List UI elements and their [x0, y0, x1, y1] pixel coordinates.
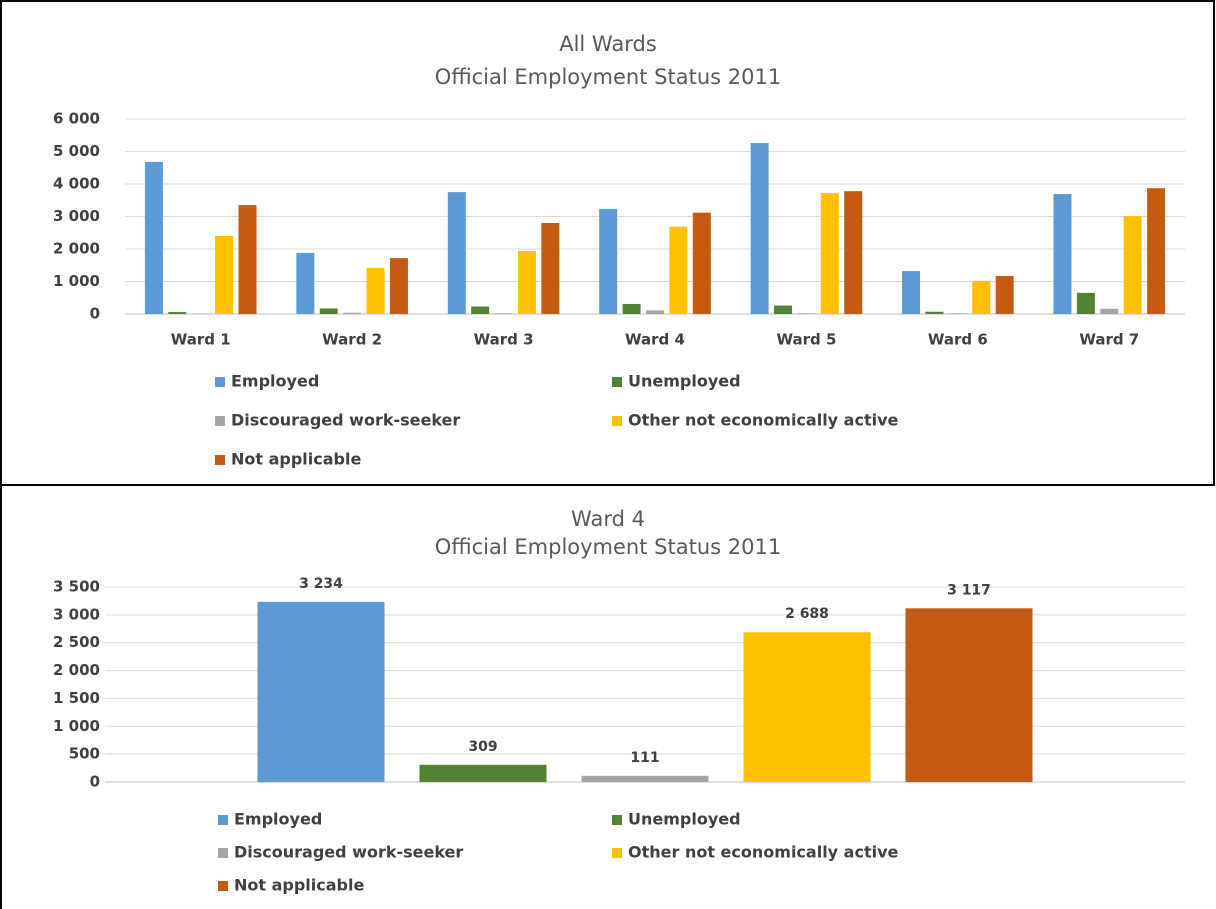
x-tick-label: Ward 2 [322, 331, 382, 349]
x-tick-label: Ward 1 [171, 331, 231, 349]
legend-label: Other not economically active [628, 843, 899, 862]
legend-swatch [612, 815, 622, 825]
bar [296, 252, 315, 314]
bar [1076, 292, 1095, 314]
chart-border [0, 0, 1215, 486]
y-tick-label: 500 [69, 745, 100, 763]
x-tick-label: Ward 4 [625, 331, 685, 349]
legend-swatch [612, 377, 622, 387]
chart-title: All Wards [559, 32, 657, 56]
bar [743, 632, 871, 782]
legend-label: Discouraged work-seeker [231, 411, 460, 430]
bar [797, 313, 816, 314]
bar [215, 236, 234, 314]
legend-swatch [218, 881, 228, 891]
x-tick-label: Ward 3 [474, 331, 534, 349]
legend-swatch [215, 416, 225, 426]
bar [1123, 216, 1142, 314]
legend-label: Unemployed [628, 810, 741, 829]
value-label: 309 [468, 739, 497, 755]
bar [774, 305, 793, 314]
bar [972, 280, 991, 314]
bar [581, 775, 709, 782]
bar [238, 205, 257, 314]
legend-label: Other not economically active [628, 411, 899, 430]
y-tick-label: 5 000 [53, 142, 100, 160]
legend-label: Employed [234, 810, 322, 829]
value-label: 111 [630, 750, 659, 766]
bar [517, 250, 536, 314]
legend-label: Not applicable [231, 450, 361, 469]
y-tick-label: 2 000 [53, 240, 100, 258]
legend-swatch [218, 848, 228, 858]
chart-title: Ward 4 [571, 507, 645, 531]
bar [343, 312, 362, 314]
bar [144, 161, 163, 314]
y-tick-label: 0 [90, 305, 100, 323]
bar [1100, 308, 1119, 314]
y-tick-label: 4 000 [53, 175, 100, 193]
value-label: 2 688 [785, 606, 829, 622]
legend-swatch [612, 416, 622, 426]
bar [669, 226, 688, 314]
bar [995, 275, 1014, 314]
y-tick-label: 2 000 [53, 661, 100, 679]
x-tick-label: Ward 6 [928, 331, 988, 349]
y-tick-label: 2 500 [53, 633, 100, 651]
y-tick-label: 3 500 [53, 578, 100, 596]
y-tick-label: 1 500 [53, 689, 100, 707]
bar [948, 313, 967, 314]
y-tick-label: 0 [90, 773, 100, 791]
legend-label: Not applicable [234, 876, 364, 895]
bar [1147, 188, 1166, 314]
legend-swatch [218, 815, 228, 825]
bar [494, 313, 513, 314]
y-tick-label: 6 000 [53, 110, 100, 128]
bar [692, 212, 711, 314]
y-tick-label: 1 000 [53, 272, 100, 290]
bar [389, 258, 408, 314]
x-tick-label: Ward 5 [776, 331, 836, 349]
legend-label: Discouraged work-seeker [234, 843, 463, 862]
legend-label: Unemployed [628, 372, 741, 391]
bar [541, 223, 560, 314]
legend-label: Employed [231, 372, 319, 391]
bar [599, 208, 618, 314]
bar [646, 310, 664, 314]
value-label: 3 117 [947, 582, 991, 598]
chart-subtitle: Official Employment Status 2011 [435, 65, 781, 89]
legend-swatch [215, 377, 225, 387]
bar [905, 608, 1033, 782]
bar [447, 192, 466, 314]
bar [366, 267, 385, 314]
chart-subtitle: Official Employment Status 2011 [435, 535, 781, 559]
y-tick-label: 1 000 [53, 717, 100, 735]
legend-swatch [215, 455, 225, 465]
bar [844, 191, 863, 314]
bar [622, 303, 641, 314]
bar [257, 601, 385, 782]
bar [902, 271, 921, 314]
bar [750, 143, 769, 314]
legend-swatch [612, 848, 622, 858]
x-tick-label: Ward 7 [1079, 331, 1139, 349]
bar [419, 764, 547, 782]
bar [925, 311, 944, 314]
bar [1053, 194, 1072, 314]
bar [319, 308, 338, 314]
y-tick-label: 3 000 [53, 207, 100, 225]
bar [168, 312, 187, 314]
bar [820, 193, 839, 314]
value-label: 3 234 [299, 576, 343, 592]
y-tick-label: 3 000 [53, 605, 100, 623]
bar [471, 306, 490, 314]
